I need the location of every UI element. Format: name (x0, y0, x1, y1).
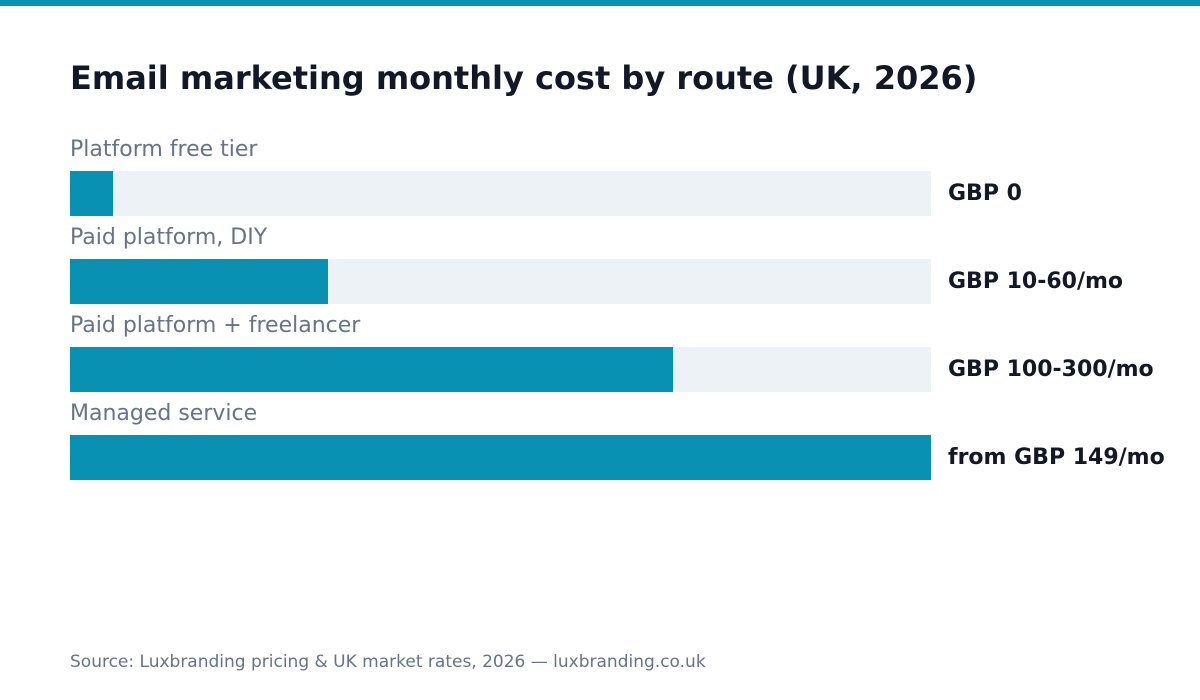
bar-track (70, 347, 931, 392)
bar-fill (70, 347, 673, 392)
bar-fill (70, 259, 329, 304)
bar-track (70, 435, 931, 480)
bar-fill (70, 435, 931, 480)
chart-title: Email marketing monthly cost by route (U… (70, 59, 978, 97)
bar-row-platform-free-tier: Platform free tier GBP 0 (70, 136, 1180, 224)
bar-value-label: GBP 100-300/mo (948, 357, 1154, 382)
bar-fill (70, 171, 114, 216)
top-accent-bar (0, 0, 1200, 6)
bar-track (70, 259, 931, 304)
bar-row-paid-platform-freelancer: Paid platform + freelancer GBP 100-300/m… (70, 312, 1180, 400)
bar-category-label: Platform free tier (70, 137, 258, 162)
bar-value-label: GBP 0 (948, 181, 1022, 206)
bar-value-label: from GBP 149/mo (948, 445, 1165, 470)
bar-value-label: GBP 10-60/mo (948, 269, 1124, 294)
bar-track (70, 171, 931, 216)
bar-category-label: Paid platform, DIY (70, 225, 268, 250)
bar-row-paid-platform-diy: Paid platform, DIY GBP 10-60/mo (70, 224, 1180, 312)
bar-category-label: Paid platform + freelancer (70, 313, 361, 338)
bar-row-managed-service: Managed service from GBP 149/mo (70, 400, 1180, 488)
bar-category-label: Managed service (70, 401, 258, 426)
source-note: Source: Luxbranding pricing & UK market … (70, 652, 706, 672)
